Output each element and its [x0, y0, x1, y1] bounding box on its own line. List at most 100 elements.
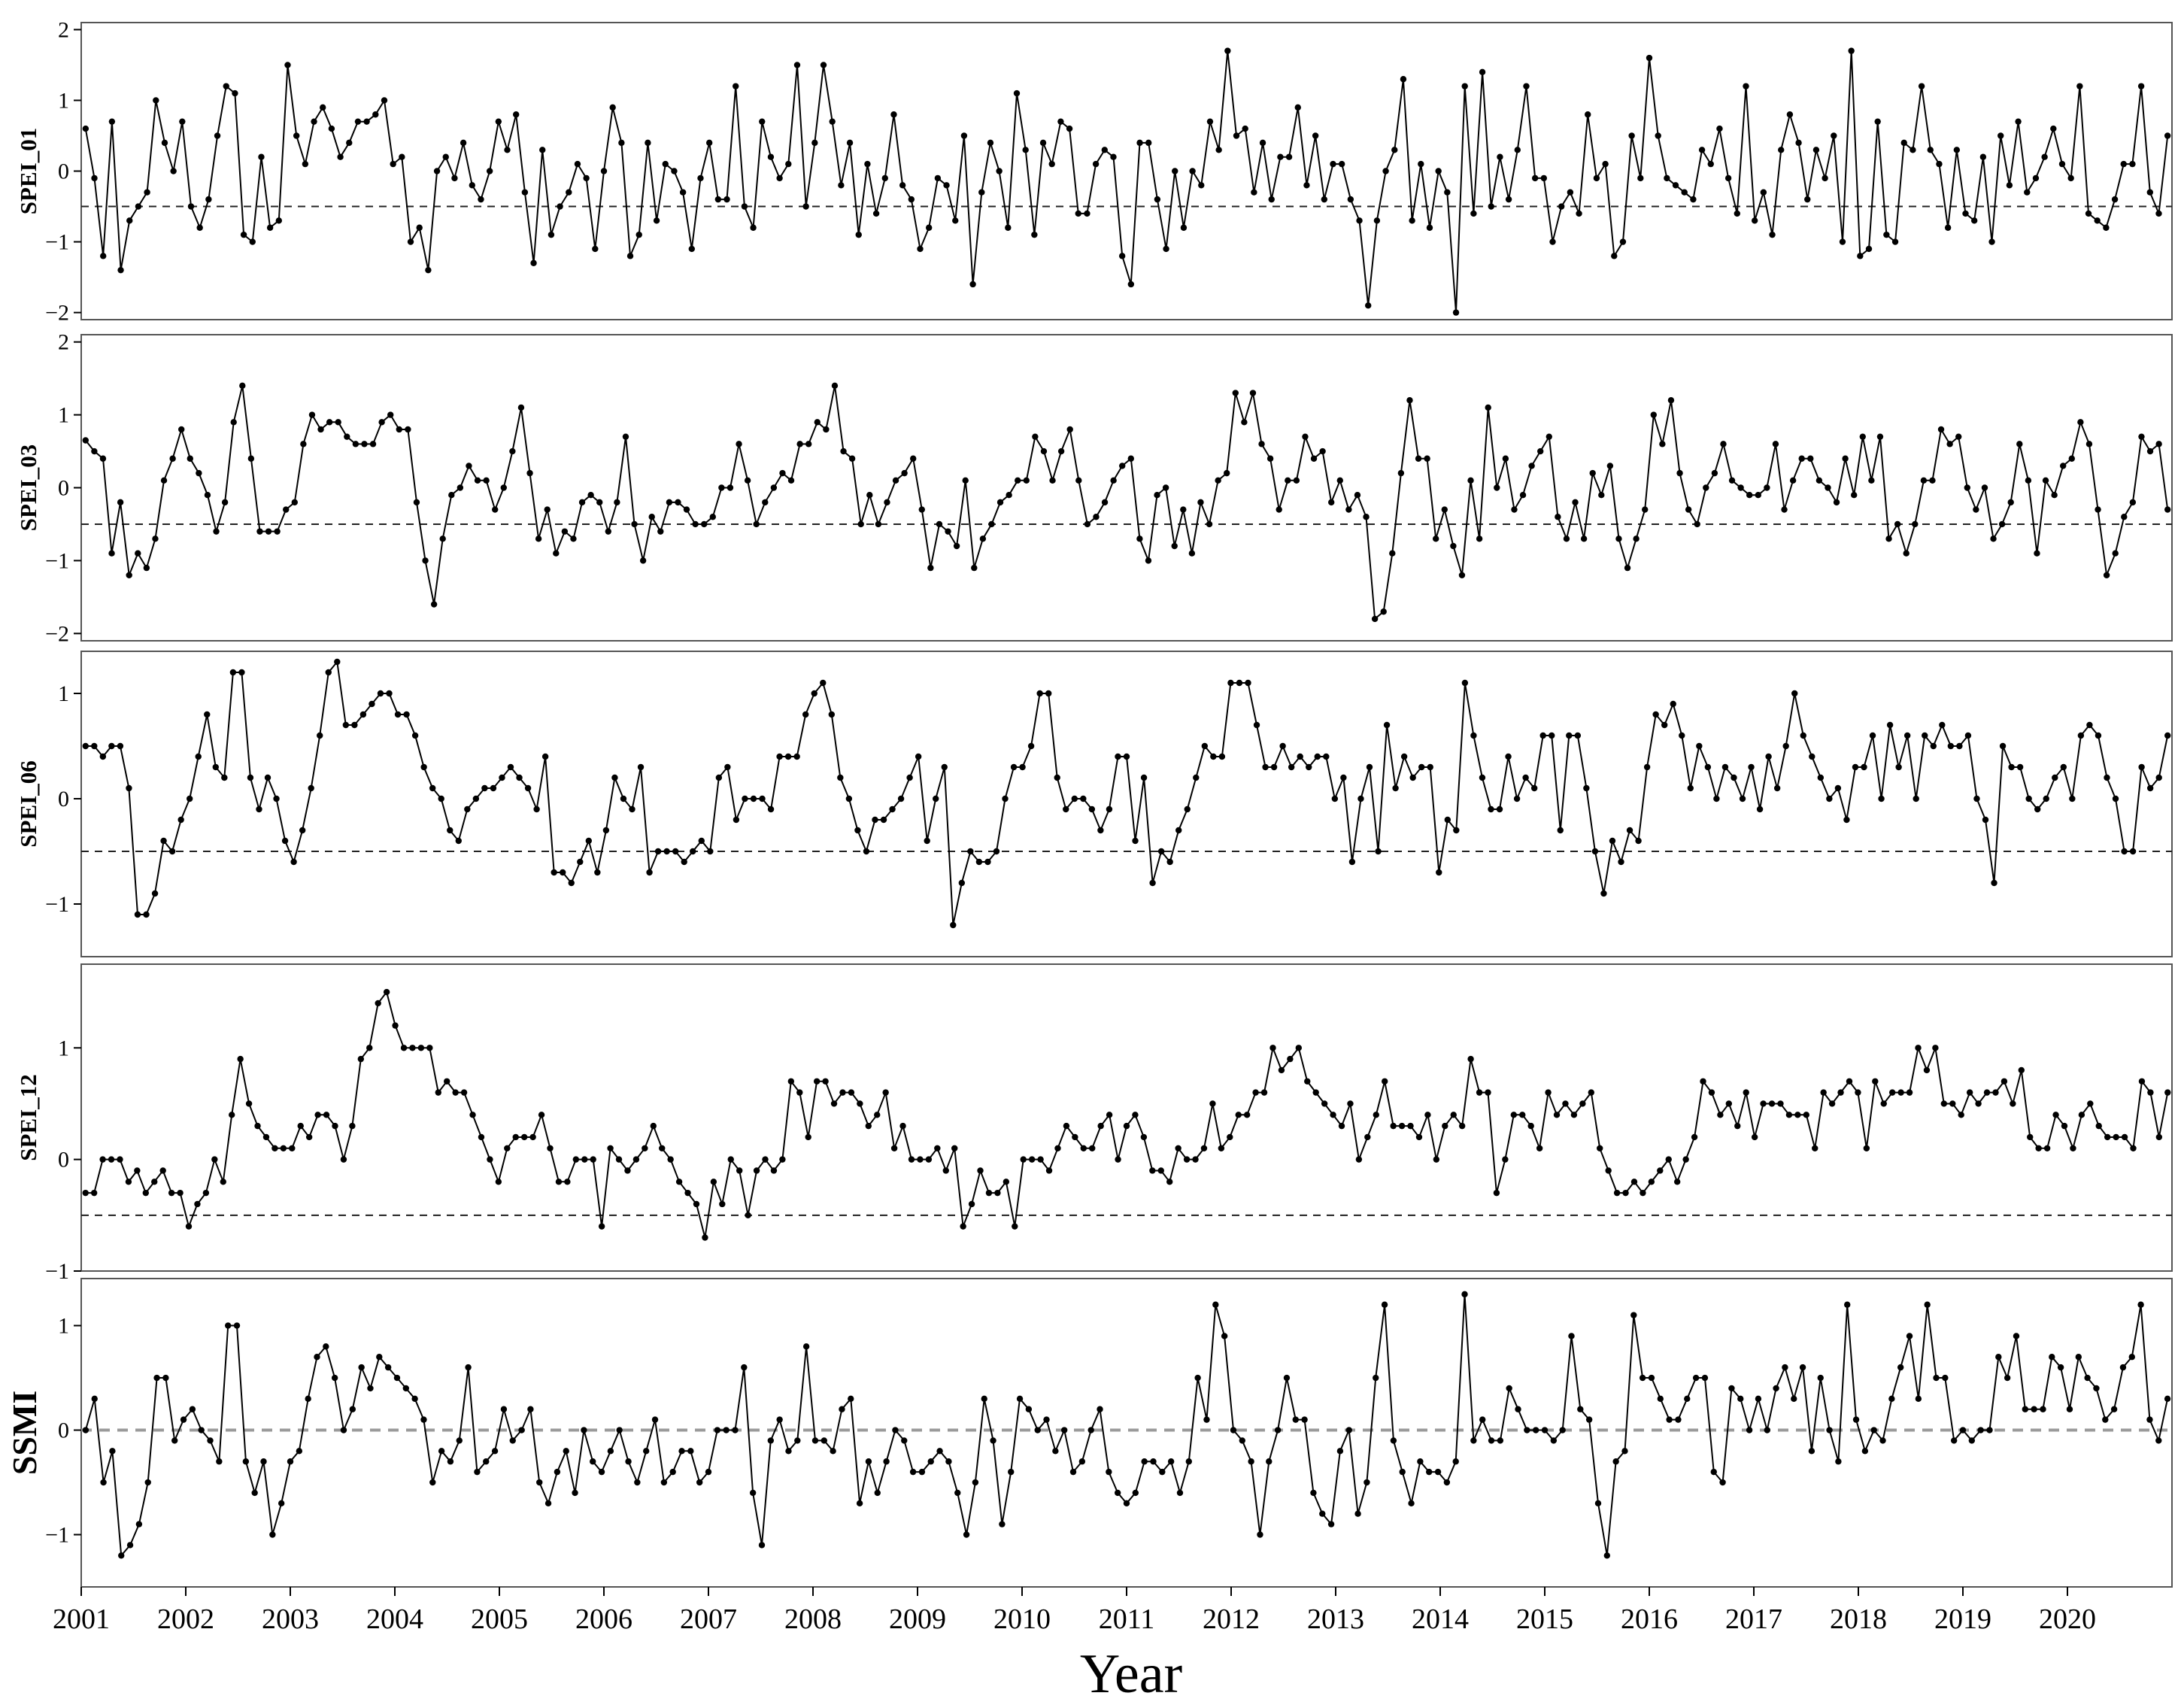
- data-point: [267, 225, 273, 231]
- data-point: [1635, 838, 1641, 844]
- data-point: [2129, 161, 2135, 167]
- data-point: [271, 1145, 278, 1151]
- data-point: [1668, 397, 1674, 403]
- data-point: [177, 1190, 183, 1196]
- data-point: [355, 118, 361, 124]
- data-point: [1041, 448, 1047, 454]
- data-point: [857, 1100, 863, 1106]
- data-point: [733, 817, 739, 823]
- data-point: [829, 711, 835, 717]
- data-point: [204, 711, 210, 717]
- data-point: [1149, 880, 1155, 886]
- data-point: [91, 448, 97, 454]
- data-point: [487, 168, 493, 174]
- y-tick-label: 1: [58, 1314, 69, 1339]
- data-point: [1459, 1123, 1465, 1129]
- data-point: [1418, 161, 1424, 167]
- data-point: [544, 506, 551, 512]
- data-point: [83, 126, 89, 132]
- data-point: [337, 153, 343, 159]
- data-point: [243, 1458, 249, 1464]
- data-point: [323, 1112, 329, 1118]
- data-point: [237, 1056, 243, 1062]
- data-point: [161, 478, 167, 484]
- data-point: [1977, 1427, 1983, 1433]
- data-point: [2121, 848, 2127, 854]
- data-point: [2104, 572, 2110, 578]
- data-point: [1572, 499, 1578, 505]
- data-point: [1356, 1156, 1362, 1162]
- data-point: [1675, 1416, 1681, 1422]
- data-point: [586, 838, 592, 844]
- data-point: [290, 859, 296, 865]
- data-point: [108, 1156, 114, 1162]
- data-point: [609, 105, 615, 111]
- data-point: [1612, 1458, 1618, 1464]
- data-point: [1567, 190, 1573, 196]
- data-point: [742, 203, 748, 209]
- data-point: [448, 492, 454, 498]
- data-point: [1087, 1427, 1094, 1433]
- data-point: [188, 203, 194, 209]
- data-point: [447, 1458, 453, 1464]
- data-point: [2017, 764, 2023, 770]
- data-point: [1381, 608, 1387, 614]
- data-point: [213, 764, 219, 770]
- data-point: [281, 1145, 287, 1151]
- data-point: [2093, 1385, 2099, 1391]
- data-point: [538, 1112, 544, 1118]
- data-point: [794, 1437, 800, 1443]
- data-point: [732, 1427, 738, 1433]
- data-point: [1879, 1437, 1885, 1443]
- data-point: [563, 1448, 569, 1454]
- data-point: [882, 175, 888, 181]
- data-point: [601, 168, 607, 174]
- panel-spei-03: −2 −1 0 1 2 SPEI_03: [15, 330, 2172, 647]
- data-point: [2052, 775, 2058, 781]
- x-tick-label: 2002: [157, 1603, 214, 1635]
- data-point: [1791, 690, 1797, 696]
- data-point: [733, 83, 739, 89]
- data-point: [1694, 521, 1700, 527]
- data-point: [847, 140, 853, 146]
- data-point: [229, 1112, 235, 1118]
- data-point: [636, 232, 642, 238]
- data-point: [1637, 175, 1643, 181]
- data-point: [1248, 1458, 1254, 1464]
- data-point: [1391, 1437, 1397, 1443]
- data-point: [1215, 478, 1221, 484]
- data-point: [518, 405, 524, 411]
- data-point: [317, 426, 323, 432]
- data-point: [884, 499, 890, 505]
- data-point: [366, 1045, 372, 1051]
- data-point: [1558, 827, 1564, 833]
- data-point: [1764, 484, 1770, 490]
- data-point: [864, 161, 870, 167]
- data-point: [1453, 1458, 1459, 1464]
- data-point: [1655, 132, 1661, 138]
- data-point: [1172, 543, 1178, 549]
- data-point: [640, 557, 646, 563]
- data-point: [901, 470, 907, 476]
- data-point: [234, 1322, 240, 1328]
- data-point: [1269, 1045, 1276, 1051]
- data-point: [1485, 1089, 1491, 1095]
- data-point: [535, 535, 541, 542]
- data-point: [1049, 478, 1055, 484]
- data-point: [661, 1479, 667, 1485]
- data-point: [1590, 470, 1596, 476]
- data-point: [1207, 118, 1213, 124]
- data-point: [1640, 1375, 1646, 1381]
- data-point: [645, 140, 651, 146]
- data-point: [751, 796, 757, 802]
- data-point: [874, 1112, 880, 1118]
- data-point: [1990, 535, 1996, 542]
- data-point: [1975, 1100, 1981, 1106]
- data-point: [908, 196, 915, 202]
- data-point: [1778, 147, 1784, 153]
- data-point: [1132, 838, 1138, 844]
- data-point: [1467, 478, 1473, 484]
- data-point: [599, 1223, 605, 1229]
- data-point: [1889, 1089, 1895, 1095]
- data-point: [293, 132, 299, 138]
